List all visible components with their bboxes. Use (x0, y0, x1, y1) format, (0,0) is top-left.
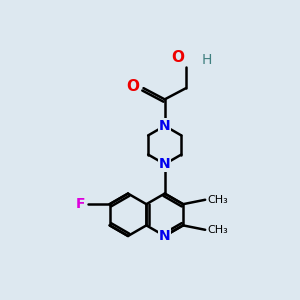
Text: CH₃: CH₃ (208, 195, 228, 205)
Text: O: O (126, 79, 139, 94)
Text: N: N (159, 119, 170, 133)
Text: O: O (172, 50, 184, 65)
Text: N: N (159, 157, 170, 171)
Text: N: N (159, 229, 170, 243)
Text: H: H (202, 52, 212, 67)
Text: F: F (76, 197, 85, 211)
Text: CH₃: CH₃ (208, 225, 228, 235)
